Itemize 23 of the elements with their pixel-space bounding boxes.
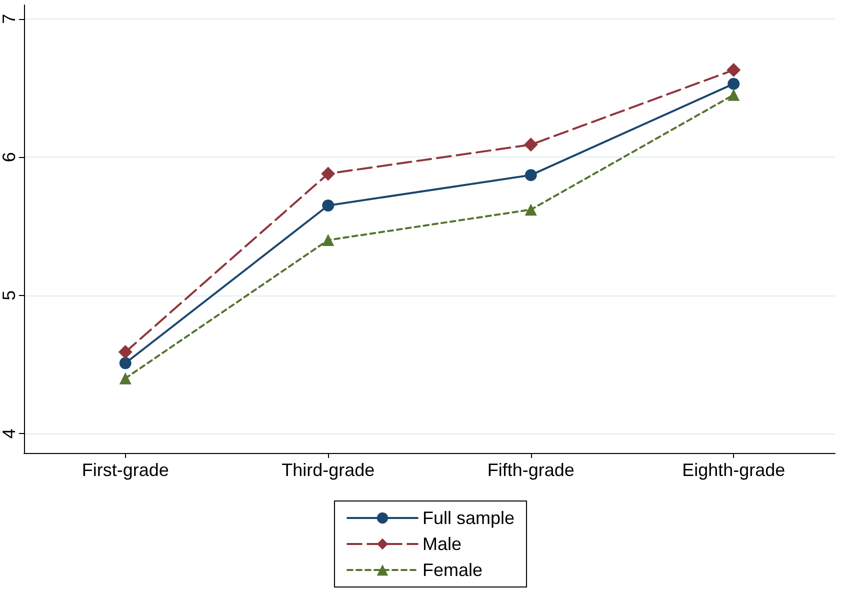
legend-label: Female — [422, 560, 483, 580]
point — [524, 204, 537, 216]
y-tick-label: 4 — [0, 428, 19, 439]
point — [322, 199, 334, 212]
x-tick-label: Third-grade — [282, 460, 375, 480]
point — [118, 345, 132, 360]
y-tick-label: 6 — [0, 152, 19, 162]
y-tick-label: 5 — [0, 290, 19, 300]
y-tick-label: 7 — [0, 14, 19, 24]
point — [728, 88, 740, 101]
point — [321, 166, 336, 181]
point — [524, 138, 538, 152]
point — [524, 169, 537, 182]
x-tick-label: Fifth-grade — [487, 460, 574, 480]
point — [119, 372, 132, 384]
x-tick-label: Eighth-grade — [682, 460, 786, 480]
legend-label: Male — [422, 534, 462, 554]
point — [726, 62, 741, 77]
point — [322, 234, 334, 246]
point — [728, 78, 740, 90]
x-tick-label: First-grade — [82, 460, 169, 480]
point — [119, 357, 132, 370]
legend-label: Full sample — [422, 508, 515, 528]
